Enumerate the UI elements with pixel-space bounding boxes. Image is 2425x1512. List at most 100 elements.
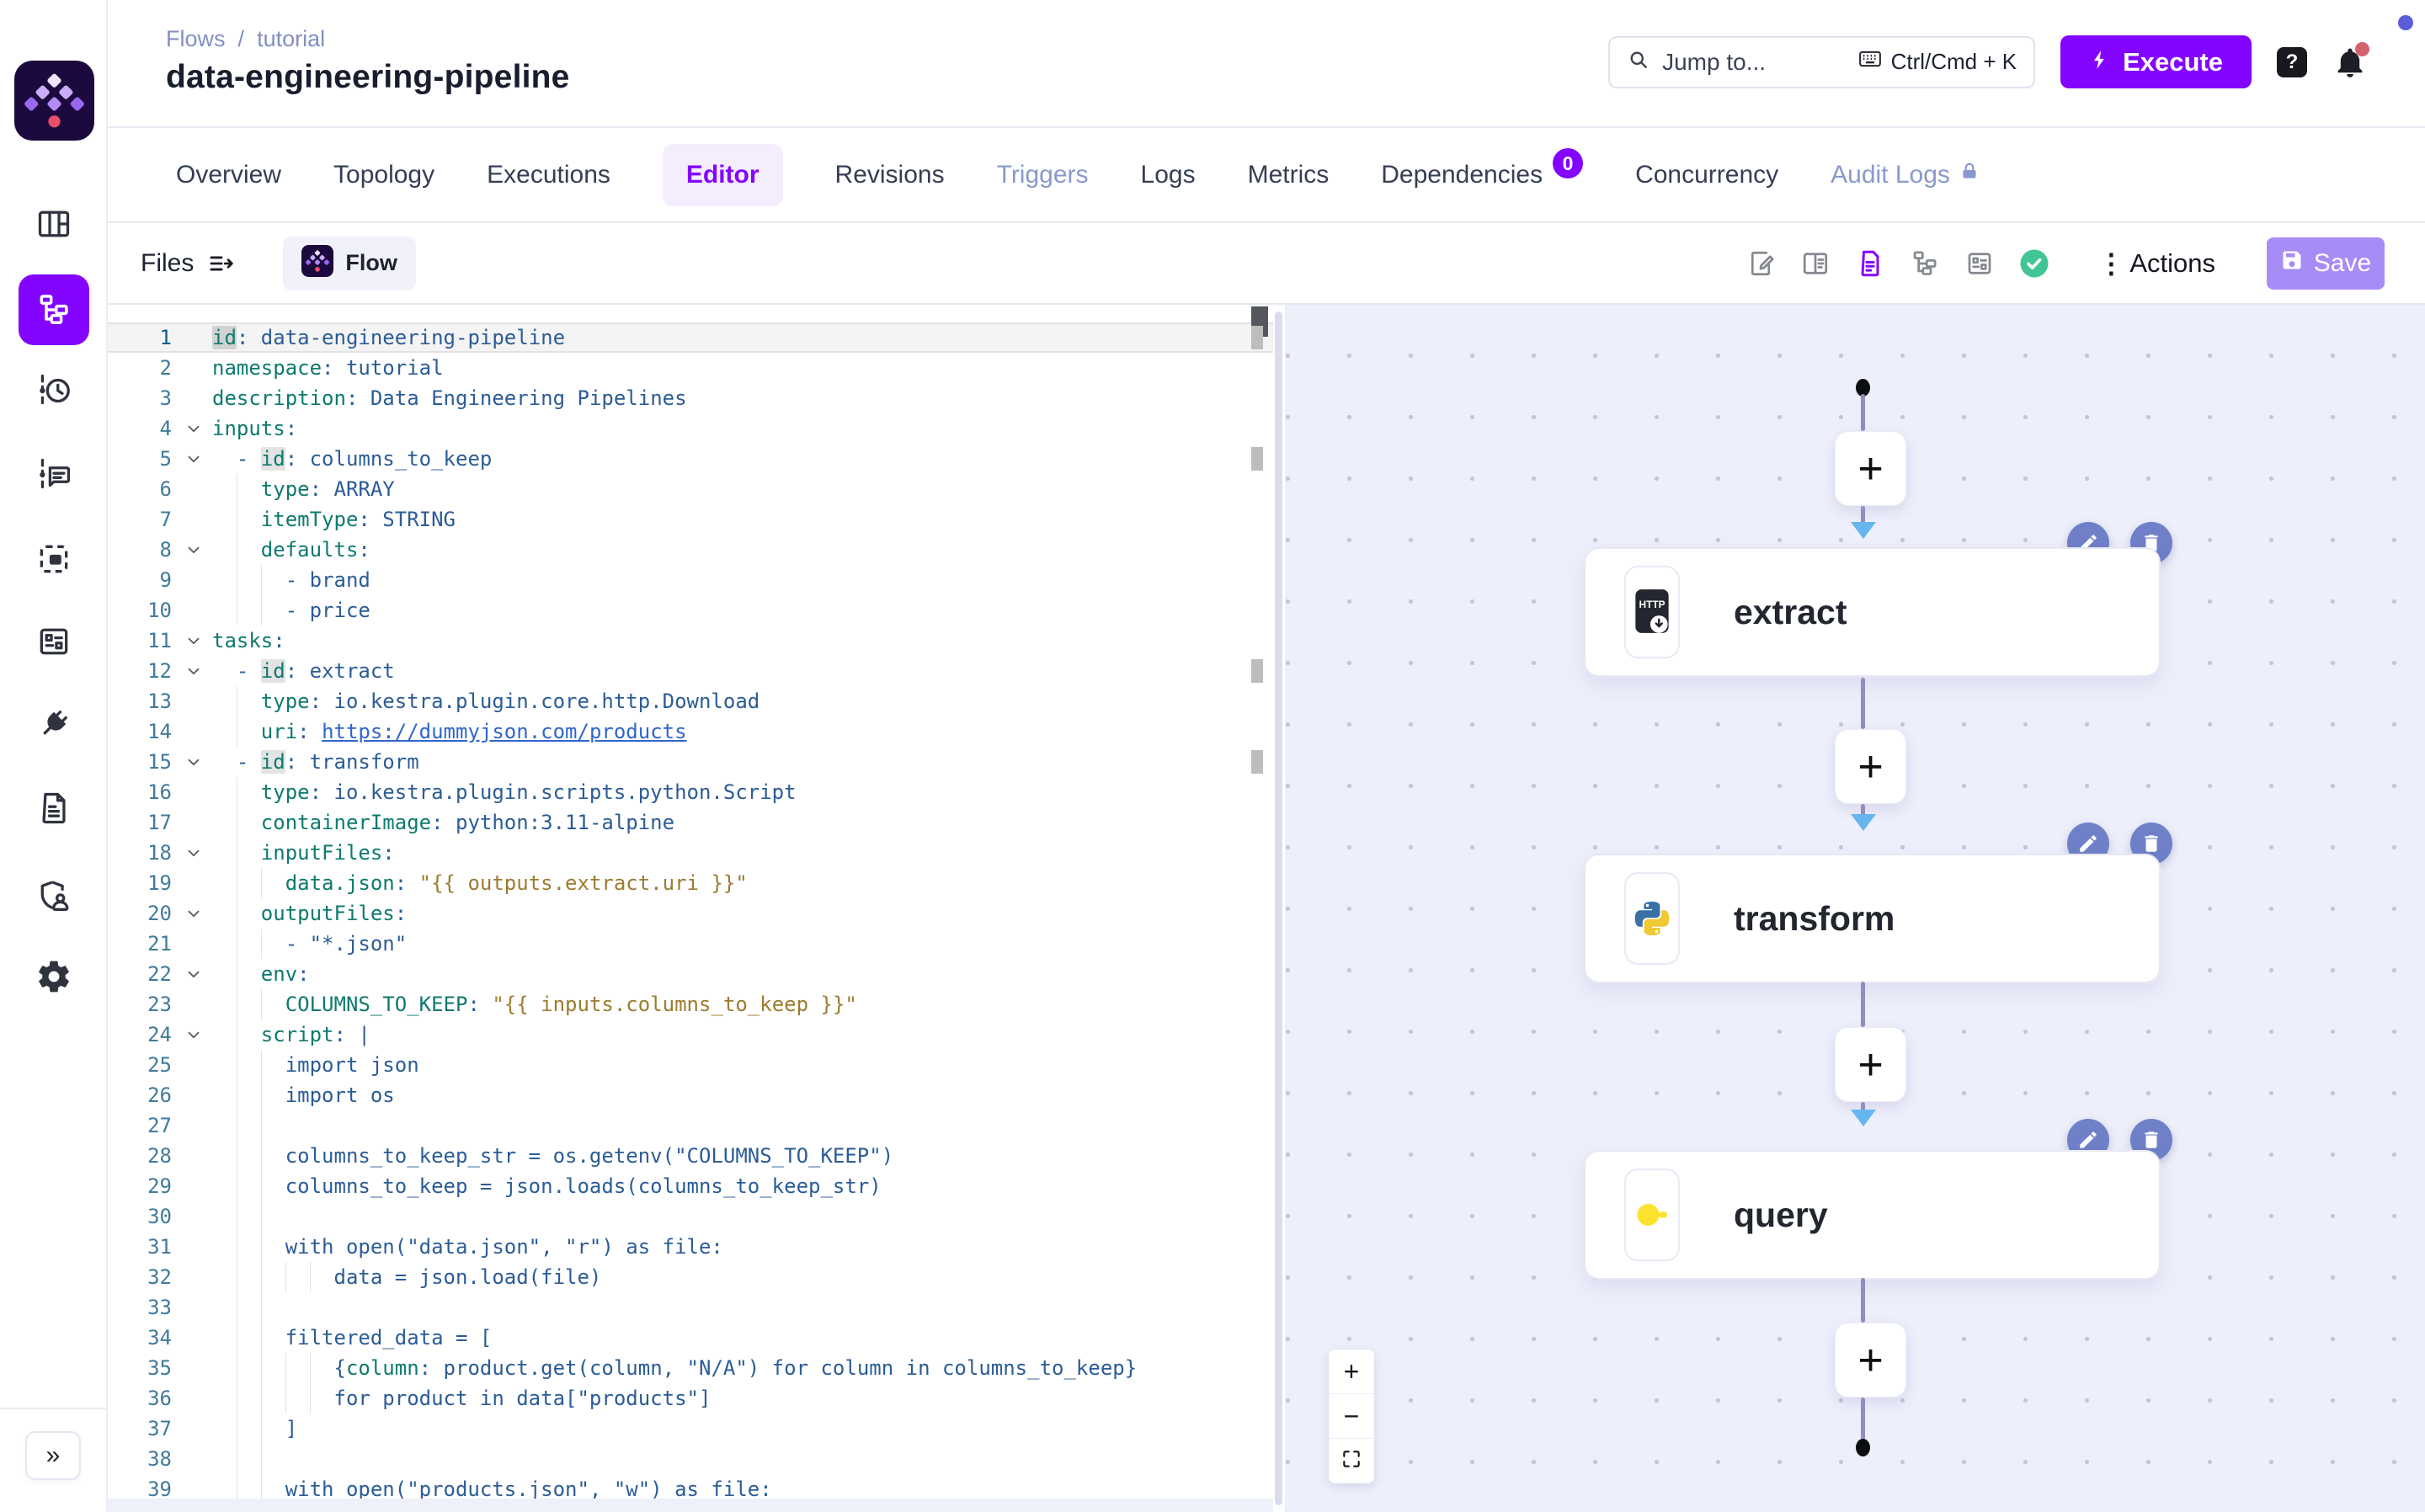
tab-executions[interactable]: Executions (487, 161, 610, 189)
sidebar-item-blueprints[interactable] (0, 615, 108, 672)
tab-dependencies[interactable]: Dependencies 0 (1381, 147, 1584, 190)
fold-chevron-icon[interactable] (175, 1020, 212, 1050)
validation-check-icon[interactable] (2019, 248, 2049, 279)
pane-splitter[interactable] (1275, 311, 1282, 1505)
code-line[interactable]: 6 type: ARRAY (108, 474, 1273, 504)
code-line[interactable]: 14 uri: https://dummyjson.com/products (108, 716, 1273, 747)
code-line[interactable]: 10 - price (108, 595, 1273, 626)
code-token[interactable]: https://dummyjson.com/products (322, 720, 687, 743)
code-line[interactable]: 18 inputFiles: (108, 838, 1273, 868)
help-button[interactable]: ? (2277, 46, 2307, 77)
code-line[interactable]: 35 {column: product.get(column, "N/A") f… (108, 1353, 1273, 1383)
sidebar-item-dashboard[interactable] (0, 197, 108, 254)
fold-chevron-icon[interactable] (175, 535, 212, 565)
code-line[interactable]: 3 description: Data Engineering Pipelines (108, 383, 1273, 413)
fold-chevron-icon[interactable] (175, 747, 212, 777)
sidebar-item-flows[interactable] (0, 274, 108, 345)
code-line[interactable]: 34 filtered_data = [ (108, 1323, 1273, 1353)
sidebar-item-settings[interactable] (0, 950, 108, 1007)
tab-editor[interactable]: Editor (662, 143, 783, 206)
code-file-icon[interactable] (1855, 248, 1885, 279)
add-task-button-3[interactable]: + (1835, 1027, 1906, 1102)
tab-concurrency[interactable]: Concurrency (1635, 161, 1778, 189)
code-line[interactable]: 26 import os (108, 1080, 1273, 1110)
fullscreen-button[interactable] (1329, 1439, 1374, 1483)
tab-audit-logs[interactable]: Audit Logs (1831, 161, 1980, 189)
split-view-icon[interactable] (1800, 248, 1831, 279)
add-task-button-1[interactable]: + (1835, 431, 1906, 506)
execute-button[interactable]: Execute (2060, 35, 2252, 88)
fold-chevron-icon[interactable] (175, 444, 212, 474)
files-expand-icon[interactable] (207, 249, 236, 278)
code-line[interactable]: 7 itemType: STRING (108, 504, 1273, 535)
open-file-tab-flow[interactable]: Flow (283, 236, 416, 290)
fold-chevron-icon[interactable] (175, 626, 212, 656)
sidebar-item-plugins[interactable] (0, 697, 108, 754)
sidebar-item-executions[interactable] (0, 364, 108, 421)
code-line[interactable]: 21 - "*.json" (108, 929, 1273, 959)
code-line[interactable]: 27 (108, 1110, 1273, 1141)
jump-to-search[interactable]: Jump to... Ctrl/Cmd + K (1608, 35, 2036, 88)
tab-logs[interactable]: Logs (1141, 161, 1196, 189)
tab-revisions[interactable]: Revisions (835, 161, 945, 189)
code-line[interactable]: 39 with open("products.json", "w") as fi… (108, 1474, 1273, 1504)
code-editor[interactable]: 1 id: data-engineering-pipeline 2 namespace… (108, 305, 1273, 1512)
task-node-transform[interactable]: transform (1584, 854, 2161, 983)
code-line[interactable]: 13 type: io.kestra.plugin.core.http.Down… (108, 686, 1273, 716)
form-view-icon[interactable] (1964, 248, 1995, 279)
kestra-logo[interactable] (14, 61, 94, 141)
zoom-out-button[interactable]: − (1329, 1394, 1374, 1439)
task-node-extract[interactable]: HTTP extract (1584, 547, 2161, 677)
sidebar-item-docs[interactable] (0, 781, 108, 839)
tab-metrics[interactable]: Metrics (1248, 161, 1330, 189)
code-line[interactable]: 11 tasks: (108, 626, 1273, 656)
zoom-in-button[interactable]: + (1329, 1350, 1374, 1394)
code-line[interactable]: 33 (108, 1292, 1273, 1323)
tab-triggers[interactable]: Triggers (997, 161, 1089, 189)
breadcrumb-namespace[interactable]: tutorial (257, 25, 326, 51)
fold-chevron-icon[interactable] (175, 959, 212, 989)
code-line[interactable]: 9 - brand (108, 565, 1273, 595)
add-task-button-4[interactable]: + (1835, 1323, 1906, 1398)
add-task-button-2[interactable]: + (1835, 729, 1906, 804)
files-toggle[interactable]: Files (141, 248, 195, 277)
code-line[interactable]: 16 type: io.kestra.plugin.scripts.python… (108, 777, 1273, 807)
code-line[interactable]: 22 env: (108, 959, 1273, 989)
tab-topology[interactable]: Topology (333, 161, 434, 189)
code-line[interactable]: 28 columns_to_keep_str = os.getenv("COLU… (108, 1141, 1273, 1171)
sidebar-expand-button[interactable]: » (25, 1431, 81, 1480)
task-node-query[interactable]: query (1584, 1150, 2161, 1280)
breadcrumb-flows[interactable]: Flows (166, 25, 226, 51)
sidebar-item-iam[interactable] (0, 869, 108, 926)
code-line[interactable]: 36 for product in data["products"] (108, 1383, 1273, 1414)
topology-panel[interactable]: + HTTP (1285, 305, 2425, 1512)
code-line[interactable]: 5 - id: columns_to_keep (108, 444, 1273, 474)
code-line[interactable]: 37 ] (108, 1414, 1273, 1444)
actions-button[interactable]: ⋮ Actions (2097, 248, 2215, 280)
code-line[interactable]: 4 inputs: (108, 413, 1273, 444)
save-button[interactable]: Save (2267, 237, 2385, 290)
code-line[interactable]: 29 columns_to_keep = json.loads(columns_… (108, 1171, 1273, 1201)
notifications-button[interactable] (2332, 41, 2369, 81)
tab-overview[interactable]: Overview (176, 161, 281, 189)
code-line[interactable]: 19 data.json: "{{ outputs.extract.uri }}… (108, 868, 1273, 898)
code-line[interactable]: 12 - id: extract (108, 656, 1273, 686)
code-line[interactable]: 38 (108, 1444, 1273, 1474)
fold-chevron-icon[interactable] (175, 838, 212, 868)
code-line[interactable]: 24 script: | (108, 1020, 1273, 1050)
code-line[interactable]: 2 namespace: tutorial (108, 353, 1273, 383)
code-line[interactable]: 25 import json (108, 1050, 1273, 1080)
code-line[interactable]: 1 id: data-engineering-pipeline (108, 322, 1273, 353)
tree-view-icon[interactable] (1910, 248, 1940, 279)
code-line[interactable]: 20 outputFiles: (108, 898, 1273, 929)
code-line[interactable]: 15 - id: transform (108, 747, 1273, 777)
sidebar-item-logs[interactable] (0, 448, 108, 505)
code-line[interactable]: 17 containerImage: python:3.11-alpine (108, 807, 1273, 838)
code-line[interactable]: 31 with open("data.json", "r") as file: (108, 1232, 1273, 1262)
fold-chevron-icon[interactable] (175, 898, 212, 929)
fold-chevron-icon[interactable] (175, 656, 212, 686)
fold-chevron-icon[interactable] (175, 413, 212, 444)
doc-edit-icon[interactable] (1745, 248, 1776, 279)
editor-hscrollbar[interactable] (108, 1499, 1273, 1512)
code-line[interactable]: 8 defaults: (108, 535, 1273, 565)
